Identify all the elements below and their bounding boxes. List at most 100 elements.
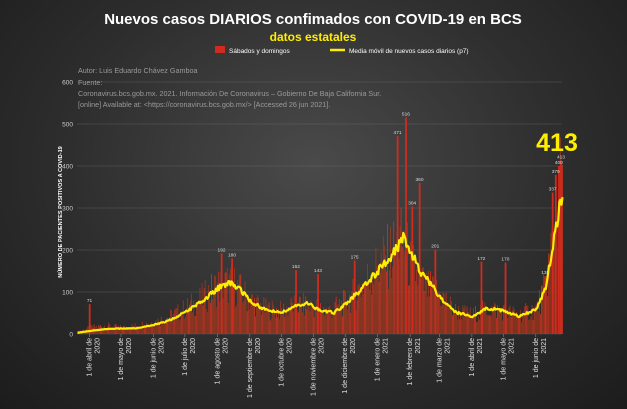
daily-bar: [214, 275, 216, 334]
daily-bar: [191, 293, 192, 334]
daily-bar: [468, 317, 470, 334]
daily-bar: [395, 243, 397, 334]
x-tick-line-2: 2020: [95, 338, 102, 354]
bar-value-label: 304: [408, 200, 416, 206]
daily-bar: [373, 284, 375, 334]
daily-bar: [161, 320, 163, 334]
daily-bar: [381, 261, 383, 334]
daily-bar: [158, 324, 160, 334]
daily-bar: [110, 327, 112, 334]
daily-bar: [107, 326, 109, 334]
y-tick-label: 0: [69, 332, 73, 339]
daily-bar: [196, 302, 198, 334]
daily-bar: [265, 298, 267, 334]
daily-bar: [394, 253, 396, 334]
daily-bar: [245, 294, 247, 334]
daily-bar: [212, 299, 213, 334]
daily-bar: [410, 241, 411, 334]
daily-bar: [218, 271, 220, 334]
daily-bar: [264, 312, 266, 334]
x-tick-line-2: 2020: [255, 338, 262, 354]
daily-bar: [443, 293, 445, 334]
x-tick-line-1: 1 de febrero de: [407, 338, 414, 386]
daily-bar: [349, 294, 351, 334]
daily-bar: [493, 302, 495, 334]
daily-bar: [167, 317, 168, 334]
daily-bar: [259, 305, 261, 334]
daily-bar: [287, 315, 289, 334]
peak-bar: [353, 260, 356, 334]
daily-bar: [516, 317, 518, 334]
x-tick-line-1: 1 de julio de: [182, 338, 189, 376]
daily-bar: [112, 328, 114, 334]
daily-bar: [463, 308, 465, 334]
daily-bar: [489, 314, 491, 334]
daily-bar: [436, 280, 438, 334]
peak-bar: [560, 160, 562, 334]
daily-bar: [421, 268, 423, 334]
x-tick-line-2: 2020: [158, 338, 165, 354]
daily-bar: [128, 329, 130, 334]
daily-bar: [203, 288, 205, 334]
daily-bar: [133, 326, 135, 334]
daily-bar: [325, 311, 327, 334]
daily-bar: [176, 308, 178, 334]
daily-bar: [154, 325, 156, 334]
daily-bar: [399, 226, 401, 334]
daily-bar: [210, 302, 211, 334]
daily-bar: [208, 299, 210, 334]
daily-bar: [314, 307, 316, 334]
daily-bar: [147, 325, 148, 334]
moving-average-line: [77, 197, 564, 334]
daily-bar: [129, 327, 131, 334]
daily-bar: [465, 315, 467, 334]
daily-bar: [207, 285, 209, 334]
daily-bar: [347, 309, 349, 334]
daily-bar: [423, 290, 425, 334]
bar-value-label: 360: [416, 177, 424, 183]
daily-bar: [445, 292, 447, 334]
daily-bar: [513, 309, 515, 334]
x-tick-line-2: 2020: [190, 338, 197, 354]
x-tick-line-1: 1 de diciembre de: [342, 338, 349, 394]
x-tick-text: 1 de febrero de2021: [407, 338, 422, 386]
x-tick-label: 1 de abril de2021: [469, 338, 484, 377]
daily-bar: [339, 309, 341, 334]
daily-bar: [266, 309, 268, 334]
peak-bar: [231, 258, 234, 334]
daily-bar: [138, 327, 140, 334]
daily-bar: [120, 327, 122, 334]
daily-bar: [132, 325, 134, 334]
x-tick-line-1: 1 de marzo de: [436, 338, 443, 383]
daily-bar: [377, 276, 379, 334]
peak-bar: [551, 192, 554, 334]
peak-bar: [295, 270, 297, 334]
daily-bar: [537, 311, 539, 334]
daily-bar: [374, 278, 376, 334]
daily-bar: [313, 317, 315, 334]
daily-bar: [368, 281, 369, 334]
daily-bar: [202, 305, 204, 334]
daily-bar: [534, 306, 536, 334]
daily-bar: [309, 311, 311, 334]
daily-bar: [307, 302, 309, 334]
x-tick-text: 1 de diciembre de2020: [342, 338, 357, 394]
peak-bar: [480, 261, 483, 334]
daily-bar: [150, 324, 152, 334]
daily-bar: [472, 307, 474, 334]
daily-bar: [447, 307, 449, 334]
daily-bar: [502, 320, 504, 334]
daily-bar: [252, 302, 254, 334]
daily-bar: [333, 311, 335, 334]
x-tick-label: 1 de enero de2021: [375, 338, 390, 381]
daily-bar: [438, 292, 440, 334]
daily-bar: [387, 223, 388, 334]
daily-bar: [261, 314, 263, 334]
x-tick-line-1: 1 de octubre de: [278, 338, 285, 387]
daily-bar: [331, 317, 333, 334]
daily-bar: [420, 273, 422, 334]
source-citation: Coronavirus.bcs.gob.mx. 2021. Informació…: [78, 89, 381, 98]
bar-value-label: 175: [351, 255, 359, 261]
daily-bar: [263, 297, 265, 334]
